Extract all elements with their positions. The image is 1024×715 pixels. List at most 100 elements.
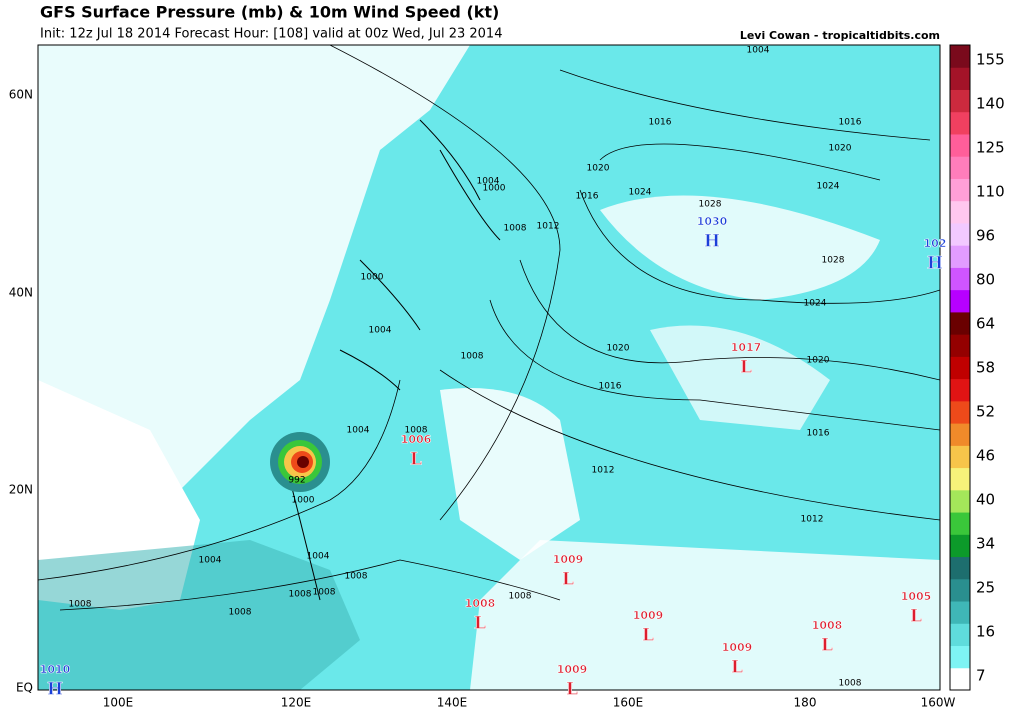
- isobar-label: 1028: [699, 200, 722, 210]
- isobar-label: 1020: [587, 164, 610, 174]
- colorbar-swatch: [950, 111, 970, 135]
- isobar-label: 1008: [229, 608, 252, 618]
- center-value: 102: [924, 237, 947, 250]
- colorbar-label: 40: [976, 491, 995, 509]
- isobar-label: 1008: [313, 588, 336, 598]
- colorbar-swatch: [950, 200, 970, 224]
- isobar-label: 1008: [69, 600, 92, 610]
- colorbar-label: 52: [976, 403, 995, 421]
- center-value: 1009: [722, 641, 753, 654]
- colorbar-swatch: [950, 645, 970, 669]
- center-value: 1008: [812, 619, 843, 632]
- map-field: [38, 45, 940, 690]
- isobar-label: 1024: [817, 182, 840, 192]
- colorbar-swatch: [950, 89, 970, 113]
- center-value: 1009: [633, 609, 664, 622]
- center-letter: L: [740, 358, 752, 378]
- center-letter: L: [821, 636, 833, 656]
- colorbar-frame: [949, 44, 971, 691]
- center-letter: L: [410, 450, 422, 470]
- colorbar-swatch: [950, 489, 970, 513]
- isobar-label: 1024: [629, 188, 652, 198]
- center-value: 1005: [901, 590, 932, 603]
- isobar-label: 1004: [747, 46, 770, 56]
- isobar-label: 1020: [829, 144, 852, 154]
- center-letter: L: [642, 626, 654, 646]
- center-letter: H: [47, 680, 63, 700]
- isobar-label: 992: [288, 476, 305, 486]
- center-letter: L: [562, 570, 574, 590]
- center-letter: H: [927, 254, 943, 274]
- isobar-label: 1004: [307, 552, 330, 562]
- center-value: 1030: [697, 215, 728, 228]
- isobar-label: 1008: [509, 592, 532, 602]
- colorbar-swatch: [950, 267, 970, 291]
- colorbar-swatch: [950, 178, 970, 202]
- colorbar-swatch: [950, 67, 970, 90]
- isobar-label: 1012: [592, 466, 615, 476]
- isobar-label: 1016: [576, 192, 599, 202]
- colorbar-swatch: [950, 423, 970, 446]
- colorbar-swatch: [950, 45, 970, 68]
- isobar-label: 1016: [807, 429, 830, 439]
- colorbar-swatch: [950, 512, 970, 535]
- isobar-label: 1004: [477, 177, 500, 187]
- colorbar-label: 46: [976, 447, 995, 465]
- colorbar-swatch: [950, 245, 970, 268]
- colorbar-swatch: [950, 222, 970, 246]
- center-letter: L: [566, 680, 578, 700]
- isobar-label: 1008: [839, 679, 862, 689]
- lon-label: 120E: [281, 696, 312, 710]
- center-value: 1017: [731, 341, 762, 354]
- center-letter: L: [910, 607, 922, 627]
- colorbar: 7 16 25 34 40 46 52 58 64 80 96 110 125 140 155: [949, 44, 1005, 691]
- colorbar-label: 25: [976, 579, 995, 597]
- isobar-label: 1008: [461, 352, 484, 362]
- isobar-label: 1012: [537, 222, 560, 232]
- isobar-label: 1008: [405, 426, 428, 436]
- lon-label: 100E: [103, 696, 134, 710]
- center-value: 1010: [40, 663, 71, 676]
- colorbar-swatch: [950, 311, 970, 335]
- colorbar-label: 96: [976, 227, 995, 245]
- colorbar-label: 34: [976, 535, 995, 553]
- lon-label: 160W: [921, 696, 956, 710]
- colorbar-swatch: [950, 667, 970, 691]
- isobar-label: 1016: [839, 118, 862, 128]
- lon-label: 160E: [613, 696, 644, 710]
- colorbar-label: 58: [976, 359, 995, 377]
- colorbar-swatch: [950, 289, 970, 313]
- colorbar-label: 155: [976, 51, 1005, 69]
- isobar-label: 1016: [599, 382, 622, 392]
- isobar-label: 1000: [292, 496, 315, 506]
- colorbar-swatch: [950, 378, 970, 402]
- colorbar-swatch: [950, 601, 970, 624]
- isobar-label: 1004: [199, 556, 222, 566]
- map-frame: [37, 44, 941, 691]
- lon-label: 180: [794, 696, 817, 710]
- colorbar-swatch: [950, 400, 970, 424]
- center-value: 1009: [557, 663, 588, 676]
- isobar-label: 1008: [345, 572, 368, 582]
- colorbar-swatch: [950, 534, 970, 558]
- isobar-label: 1020: [807, 356, 830, 366]
- lat-label: 60N: [9, 88, 33, 102]
- colorbar-swatch: [950, 556, 970, 580]
- title: GFS Surface Pressure (mb) & 10m Wind Spe…: [40, 3, 499, 22]
- colorbar-swatch: [950, 334, 970, 357]
- isobar-label: 1004: [347, 426, 370, 436]
- isobar-label: 1004: [369, 326, 392, 336]
- center-letter: L: [731, 658, 743, 678]
- colorbar-label: 7: [976, 667, 986, 685]
- isobar-label: 1016: [649, 118, 672, 128]
- credit: Levi Cowan - tropicaltidbits.com: [740, 29, 940, 42]
- lat-label: 20N: [9, 483, 33, 497]
- colorbar-label: 140: [976, 95, 1005, 113]
- isobar-label: 1028: [822, 256, 845, 266]
- colorbar-swatch: [950, 467, 970, 491]
- lon-label: 140E: [437, 696, 468, 710]
- isobar-label: 1008: [504, 224, 527, 234]
- isobar-label: 1012: [801, 515, 824, 525]
- isobar-label: 1020: [607, 344, 630, 354]
